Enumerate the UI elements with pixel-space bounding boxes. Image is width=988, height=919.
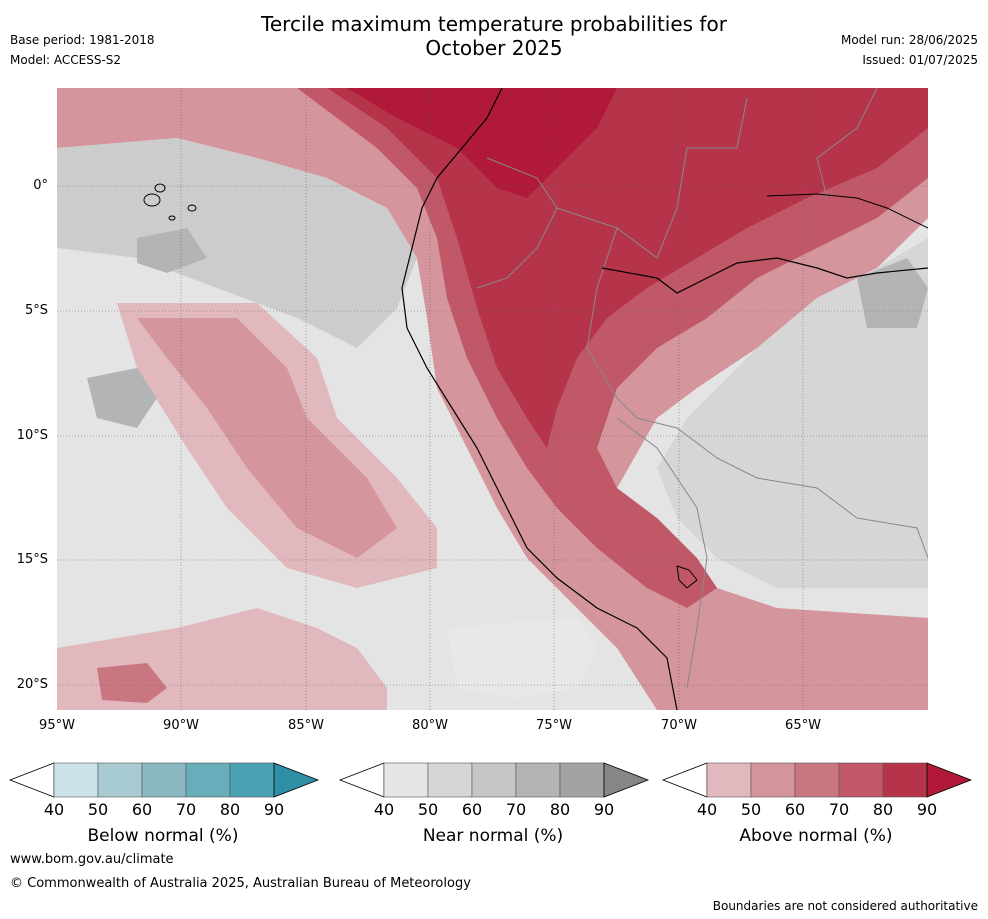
lat-label-5s: 5°S: [24, 303, 48, 318]
footer-url[interactable]: www.bom.gov.au/climate: [10, 852, 174, 867]
colorbar-near-tick: 60: [461, 800, 483, 819]
above-normal-patch-southwest: [97, 663, 167, 703]
colorbar-below-segment: [141, 762, 187, 798]
colorbar-near-tick: 70: [505, 800, 527, 819]
near-normal-region-south: [447, 618, 597, 698]
meta-right: Model run: 28/06/2025 Issued: 01/07/2025: [841, 30, 978, 70]
lat-label-15s: 15°S: [16, 552, 48, 567]
model-name: Model: ACCESS-S2: [10, 53, 122, 67]
colorbar-near-segment: [515, 762, 561, 798]
footer-copyright: © Commonwealth of Australia 2025, Austra…: [10, 876, 471, 891]
above-normal-band-west-inner: [137, 318, 397, 558]
colorbar-label-near: Near normal (%): [422, 826, 564, 846]
model-run: Model run: 28/06/2025: [840, 33, 978, 47]
colorbars: [8, 762, 973, 798]
colorbar-above-high-extend: [926, 762, 973, 798]
colorbar-near-tick: 50: [417, 800, 439, 819]
colorbar-near-segment: [559, 762, 605, 798]
colorbar-above-tick: 80: [872, 800, 894, 819]
colorbar-above-segment: [750, 762, 796, 798]
map-svg: [57, 88, 928, 710]
boundaries-note: Boundaries are not considered authoritat…: [712, 899, 978, 913]
above-normal-region-max: [347, 88, 617, 198]
colorbar-near-segment: [471, 762, 517, 798]
colorbar-near-tick: 40: [373, 800, 395, 819]
lon-label-90w: 90°W: [163, 718, 199, 733]
colorbar-above-low-extend: [661, 762, 708, 798]
colorbar-above-tick: 90: [916, 800, 938, 819]
lon-label-75w: 75°W: [536, 718, 572, 733]
country-borders: [476, 88, 928, 689]
colorbar-label-below: Below normal (%): [87, 826, 239, 846]
colorbar-above-segment: [882, 762, 928, 798]
graticule: [57, 88, 928, 710]
issued-date: Issued: 01/07/2025: [862, 53, 978, 67]
probability-map: [57, 88, 928, 710]
lon-label-80w: 80°W: [412, 718, 448, 733]
lat-label-0: 0°: [33, 178, 48, 193]
galapagos-islands: [143, 183, 197, 221]
coastline: [401, 88, 678, 710]
colorbar-above-tick: 40: [696, 800, 718, 819]
amazon-river: [601, 257, 928, 294]
colorbar-near-segment: [427, 762, 473, 798]
colorbar-near-low-extend: [338, 762, 385, 798]
colorbar-below-segment: [229, 762, 275, 798]
near-normal-region-east: [657, 238, 928, 588]
colorbar-below-tick: 50: [87, 800, 109, 819]
lon-label-65w: 65°W: [785, 718, 821, 733]
map-title: Tercile maximum temperature probabilitie…: [0, 12, 988, 60]
lat-label-20s: 20°S: [16, 677, 48, 692]
title-line-1: Tercile maximum temperature probabilitie…: [261, 12, 727, 36]
near-normal-patch-midwest: [87, 368, 157, 428]
near-normal-patch-west: [137, 228, 207, 273]
near-normal-region-west: [57, 138, 417, 348]
colorbar-above-normal: [661, 762, 973, 798]
lon-label-95w: 95°W: [39, 718, 75, 733]
colorbar-near-high-extend: [603, 762, 650, 798]
colorbar-above-tick: 70: [828, 800, 850, 819]
near-normal-patch-east: [857, 258, 928, 328]
colorbar-above-tick: 60: [784, 800, 806, 819]
lon-label-85w: 85°W: [288, 718, 324, 733]
colorbar-label-above: Above normal (%): [739, 826, 893, 846]
lake-titicaca: [676, 565, 698, 589]
meta-left: Base period: 1981-2018 Model: ACCESS-S2: [10, 30, 155, 70]
colorbar-above-segment: [838, 762, 884, 798]
river-north: [766, 193, 928, 229]
colorbar-near-segment: [383, 762, 429, 798]
colorbar-above-segment: [706, 762, 752, 798]
colorbar-below-segment: [53, 762, 99, 798]
title-line-2: October 2025: [425, 36, 563, 60]
base-period: Base period: 1981-2018: [10, 33, 155, 47]
colorbar-below-tick: 40: [43, 800, 65, 819]
colorbar-above-segment: [794, 762, 840, 798]
colorbar-below-tick: 80: [219, 800, 241, 819]
colorbar-above-tick: 50: [740, 800, 762, 819]
colorbar-below-segment: [97, 762, 143, 798]
colorbar-below-tick: 90: [263, 800, 285, 819]
colorbar-below-normal: [8, 762, 320, 798]
above-normal-region-peak: [327, 88, 928, 448]
colorbar-below-high-extend: [273, 762, 320, 798]
colorbar-below-tick: 60: [131, 800, 153, 819]
colorbar-near-normal: [338, 762, 650, 798]
colorbar-below-segment: [185, 762, 231, 798]
colorbar-near-tick: 90: [593, 800, 615, 819]
colorbar-below-low-extend: [8, 762, 55, 798]
lon-label-70w: 70°W: [661, 718, 697, 733]
colorbar-near-tick: 80: [549, 800, 571, 819]
colorbar-below-tick: 70: [175, 800, 197, 819]
lat-label-10s: 10°S: [16, 428, 48, 443]
